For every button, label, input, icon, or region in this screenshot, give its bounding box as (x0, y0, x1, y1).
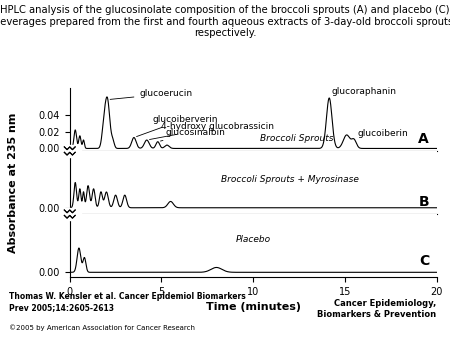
Text: glucoiberin: glucoiberin (358, 129, 409, 138)
Text: Broccoli Sprouts: Broccoli Sprouts (261, 135, 334, 143)
Text: glucoraphanin: glucoraphanin (332, 87, 397, 96)
Text: glucosinalbin: glucosinalbin (161, 128, 225, 141)
Text: HPLC analysis of the glucosinolate composition of the broccoli sprouts (A) and p: HPLC analysis of the glucosinolate compo… (0, 5, 450, 38)
Text: Cancer Epidemiology,
Biomarkers & Prevention: Cancer Epidemiology, Biomarkers & Preven… (317, 299, 436, 318)
Text: 4-hydroxy glucobrassicin: 4-hydroxy glucobrassicin (149, 122, 274, 140)
Text: glucoerucin: glucoerucin (110, 89, 193, 99)
Text: Absorbance at 235 nm: Absorbance at 235 nm (9, 112, 18, 253)
Text: Broccoli Sprouts + Myrosinase: Broccoli Sprouts + Myrosinase (221, 175, 359, 184)
Text: B: B (418, 195, 429, 209)
Text: A: A (418, 132, 429, 146)
X-axis label: Time (minutes): Time (minutes) (206, 303, 301, 312)
Text: Placebo: Placebo (235, 235, 271, 244)
Text: Thomas W. Kensler et al. Cancer Epidemiol Biomarkers
Prev 2005;14:2605-2613: Thomas W. Kensler et al. Cancer Epidemio… (9, 292, 246, 312)
Text: ©2005 by American Association for Cancer Research: ©2005 by American Association for Cancer… (9, 324, 195, 331)
Text: C: C (419, 254, 429, 268)
Text: glucoiberverin: glucoiberverin (136, 115, 218, 137)
